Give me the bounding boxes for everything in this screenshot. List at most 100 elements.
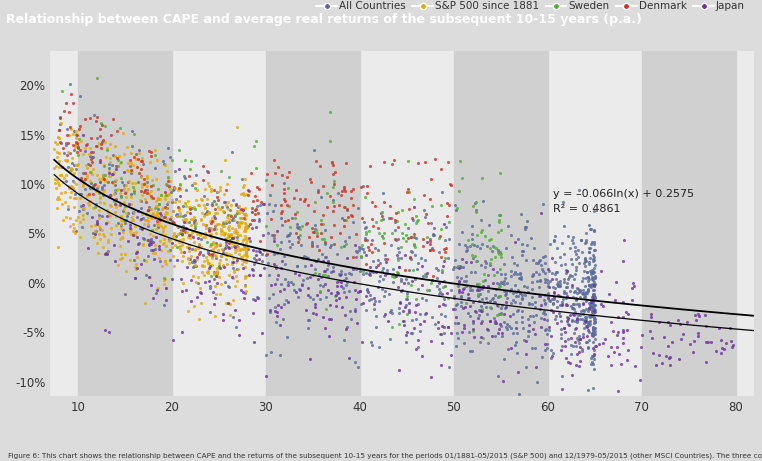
Point: [188, 205, 200, 212]
Point: [409, 275, 421, 283]
Point: [586, 276, 598, 283]
Point: [400, 331, 412, 339]
Point: [403, 206, 415, 213]
Point: [434, 331, 447, 338]
Point: [508, 269, 520, 276]
Point: [174, 248, 187, 255]
Point: [410, 235, 422, 242]
Point: [171, 222, 183, 229]
Point: [101, 153, 113, 160]
Point: [223, 216, 235, 223]
Point: [302, 254, 314, 262]
Point: [584, 284, 597, 291]
Point: [442, 254, 454, 261]
Point: [236, 219, 248, 226]
Point: [63, 131, 75, 139]
Point: [520, 337, 533, 345]
Point: [172, 165, 184, 173]
Point: [607, 349, 620, 356]
Point: [570, 250, 582, 258]
Point: [408, 240, 420, 247]
Point: [197, 271, 210, 278]
Point: [389, 272, 402, 280]
Point: [453, 187, 465, 195]
Point: [588, 306, 600, 313]
Point: [610, 332, 623, 339]
Point: [366, 267, 378, 274]
Point: [499, 271, 511, 278]
Point: [387, 271, 399, 278]
Point: [571, 290, 583, 297]
Point: [81, 174, 93, 181]
Point: [582, 326, 594, 334]
Point: [228, 242, 240, 250]
Point: [232, 266, 244, 273]
Point: [84, 184, 96, 191]
Point: [450, 314, 462, 321]
Point: [441, 295, 453, 302]
Point: [74, 233, 86, 241]
Point: [662, 342, 674, 349]
Point: [121, 167, 133, 174]
Point: [387, 266, 399, 273]
Point: [433, 248, 445, 256]
Point: [218, 232, 230, 239]
Point: [155, 246, 167, 254]
Point: [290, 186, 302, 194]
Point: [450, 204, 463, 212]
Point: [219, 299, 232, 306]
Point: [178, 215, 190, 223]
Point: [403, 254, 415, 261]
Point: [587, 251, 599, 258]
Point: [291, 220, 303, 228]
Point: [174, 182, 186, 189]
Point: [445, 181, 457, 189]
Point: [418, 206, 430, 213]
Point: [70, 130, 82, 137]
Point: [261, 209, 273, 217]
Point: [120, 193, 132, 201]
Point: [356, 338, 368, 346]
Point: [108, 190, 120, 198]
Point: [188, 213, 200, 220]
Point: [522, 288, 534, 296]
Point: [548, 237, 560, 244]
Point: [246, 265, 258, 272]
Point: [173, 184, 185, 192]
Point: [498, 288, 510, 295]
Point: [466, 327, 479, 334]
Point: [386, 307, 398, 314]
Point: [328, 222, 340, 229]
Point: [117, 181, 130, 188]
Point: [347, 253, 360, 260]
Point: [323, 315, 335, 323]
Point: [451, 301, 463, 308]
Point: [106, 178, 118, 185]
Point: [160, 284, 172, 291]
Point: [85, 179, 97, 186]
Point: [363, 268, 376, 275]
Point: [588, 302, 600, 309]
Point: [163, 237, 175, 244]
Point: [215, 226, 227, 233]
Point: [653, 318, 665, 325]
Point: [57, 144, 69, 152]
Point: [354, 268, 366, 275]
Point: [479, 276, 491, 284]
Point: [565, 342, 578, 349]
Point: [453, 278, 465, 285]
Point: [174, 276, 187, 283]
Point: [142, 242, 155, 249]
Point: [493, 292, 505, 299]
Point: [225, 237, 237, 245]
Point: [247, 266, 259, 273]
Point: [424, 373, 437, 381]
Point: [558, 279, 570, 286]
Point: [129, 179, 141, 186]
Point: [162, 198, 174, 206]
Point: [208, 197, 220, 205]
Point: [617, 339, 629, 347]
Point: [485, 255, 497, 262]
Point: [342, 287, 354, 295]
Point: [264, 308, 276, 316]
